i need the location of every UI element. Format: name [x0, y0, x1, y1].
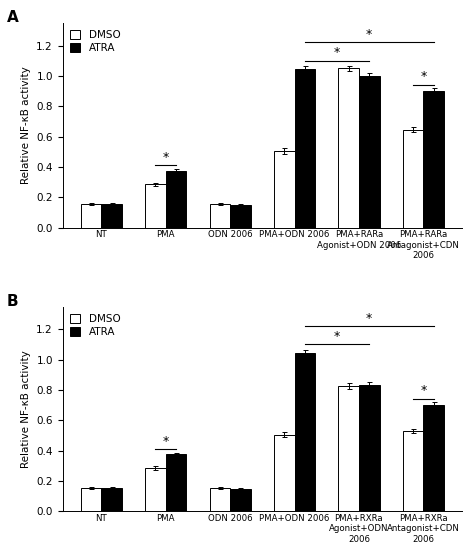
Bar [210, 204, 230, 228]
Bar [274, 151, 294, 228]
Text: B: B [7, 294, 18, 309]
Bar [230, 205, 251, 228]
Bar [166, 455, 186, 511]
Bar [230, 489, 251, 511]
Legend: DMSO, ATRA: DMSO, ATRA [68, 28, 122, 56]
Bar [423, 91, 444, 228]
Y-axis label: Relative NF-κB activity: Relative NF-κB activity [21, 350, 31, 468]
Bar [359, 76, 380, 228]
Legend: DMSO, ATRA: DMSO, ATRA [68, 312, 122, 339]
Bar [101, 488, 122, 511]
Text: *: * [163, 435, 169, 447]
Bar [423, 405, 444, 511]
Bar [338, 68, 359, 228]
Bar [101, 204, 122, 228]
Bar [274, 435, 294, 511]
Bar [166, 171, 186, 228]
Bar [145, 184, 166, 228]
Text: *: * [163, 151, 169, 164]
Bar [338, 386, 359, 511]
Bar [294, 353, 315, 511]
Text: A: A [7, 11, 18, 26]
Y-axis label: Relative NF-κB activity: Relative NF-κB activity [21, 66, 31, 184]
Text: *: * [420, 385, 427, 397]
Text: *: * [420, 70, 427, 83]
Text: *: * [334, 47, 340, 59]
Bar [359, 385, 380, 511]
Text: *: * [334, 330, 340, 343]
Bar [294, 69, 315, 228]
Bar [81, 488, 101, 511]
Text: *: * [366, 28, 373, 41]
Bar [145, 468, 166, 511]
Bar [403, 130, 423, 228]
Bar [403, 431, 423, 511]
Bar [81, 204, 101, 228]
Text: *: * [366, 312, 373, 325]
Bar [210, 488, 230, 511]
